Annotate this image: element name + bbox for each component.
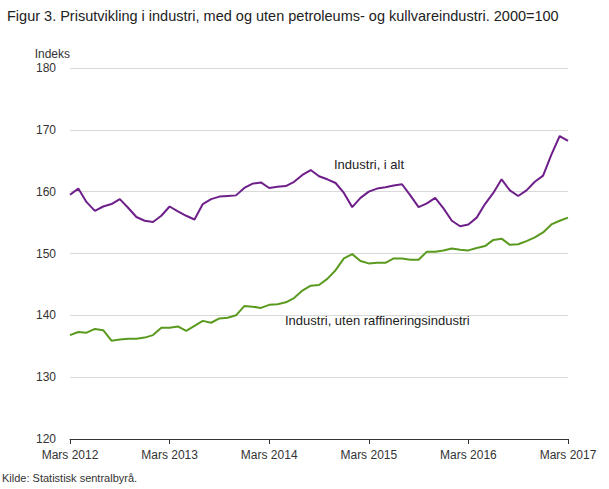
svg-text:130: 130 xyxy=(36,370,56,384)
svg-text:Mars 2012: Mars 2012 xyxy=(42,448,99,462)
svg-text:150: 150 xyxy=(36,247,56,261)
svg-text:Figur 3. Prisutvikling i indus: Figur 3. Prisutvikling i industri, med o… xyxy=(7,8,559,24)
svg-text:140: 140 xyxy=(36,308,56,322)
svg-text:Mars 2013: Mars 2013 xyxy=(141,448,198,462)
svg-text:Kilde: Statistisk sentralbyrå.: Kilde: Statistisk sentralbyrå. xyxy=(2,472,137,484)
svg-text:120: 120 xyxy=(36,432,56,446)
svg-text:Industri, uten raffineringsind: Industri, uten raffineringsindustri xyxy=(285,313,470,328)
svg-text:Industri, i alt: Industri, i alt xyxy=(334,157,404,172)
svg-text:Mars 2014: Mars 2014 xyxy=(241,448,298,462)
svg-text:Mars 2015: Mars 2015 xyxy=(340,448,397,462)
svg-text:Mars 2016: Mars 2016 xyxy=(440,448,497,462)
svg-text:170: 170 xyxy=(36,123,56,137)
svg-text:Mars 2017: Mars 2017 xyxy=(540,448,597,462)
svg-text:Indeks: Indeks xyxy=(35,47,70,61)
svg-text:160: 160 xyxy=(36,185,56,199)
svg-text:180: 180 xyxy=(36,61,56,75)
